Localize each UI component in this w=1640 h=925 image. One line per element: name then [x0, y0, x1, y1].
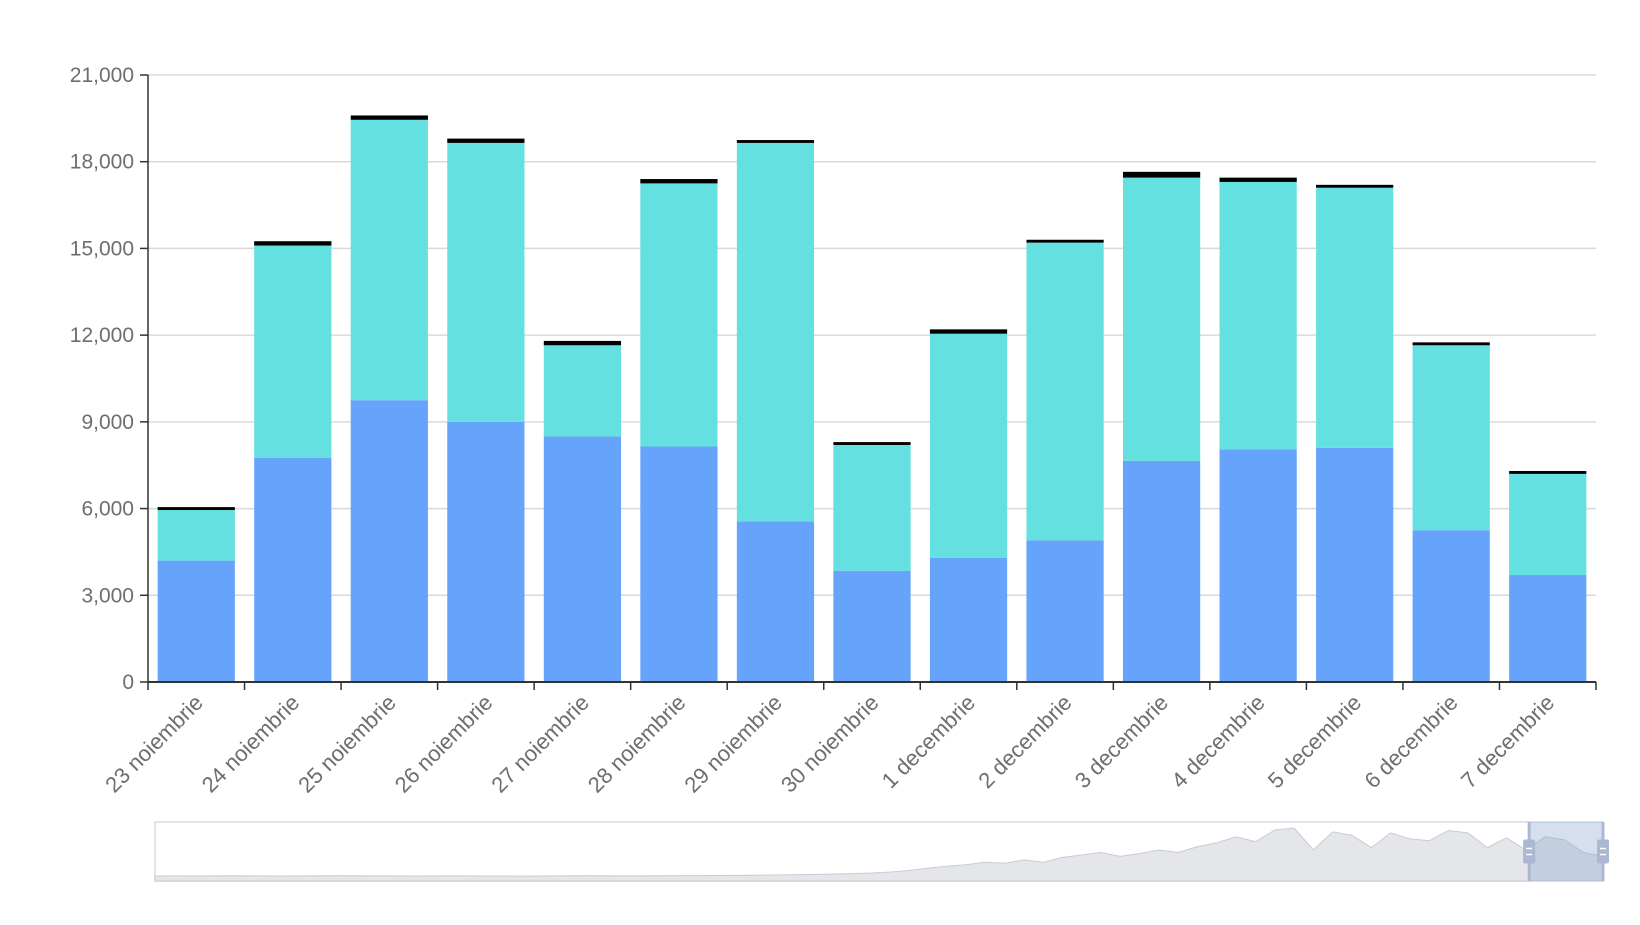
bar-segment-series-2[interactable] [929, 333, 1008, 558]
zoom-slider-overview [154, 827, 1604, 882]
bar-segment-series-3[interactable] [157, 507, 235, 511]
x-tick-label: 5 decembrie [1263, 690, 1366, 793]
x-tick-label: 1 decembrie [877, 690, 980, 793]
bar-segment-series-2[interactable] [1219, 181, 1297, 450]
bar-segment-series-2[interactable] [640, 183, 718, 447]
bar-segment-series-1[interactable] [640, 446, 718, 682]
bar-segment-series-1[interactable] [833, 570, 911, 682]
bar-segment-series-3[interactable] [833, 442, 911, 445]
bar-segment-series-3[interactable] [1219, 177, 1297, 182]
bar-segment-series-1[interactable] [1122, 460, 1201, 682]
x-tick-label: 6 decembrie [1359, 690, 1462, 793]
bar-segment-series-3[interactable] [350, 115, 428, 120]
bar-segment-series-2[interactable] [1122, 177, 1201, 461]
bar-segment-series-2[interactable] [1316, 187, 1394, 448]
bar-segment-series-1[interactable] [929, 557, 1008, 682]
x-tick-label: 29 noiembrie [679, 690, 787, 798]
y-tick-label: 0 [122, 671, 134, 694]
zoom-slider-left-handle[interactable] [1523, 839, 1536, 864]
bar-segment-series-1[interactable] [736, 521, 815, 682]
y-tick-label: 18,000 [70, 151, 134, 174]
bar-segment-series-1[interactable] [1026, 540, 1104, 682]
y-tick-label: 9,000 [81, 411, 134, 434]
bar-segment-series-1[interactable] [1219, 449, 1297, 682]
x-tick-label: 27 noiembrie [486, 690, 594, 798]
x-tick-label: 3 decembrie [1070, 690, 1173, 793]
bar-segment-series-2[interactable] [254, 245, 332, 458]
bar-segment-series-3[interactable] [1509, 470, 1587, 474]
bar-segment-series-3[interactable] [1316, 184, 1394, 188]
bar-segment-series-3[interactable] [736, 140, 815, 143]
x-tick-label: 4 decembrie [1166, 690, 1269, 793]
bar-segment-series-1[interactable] [447, 421, 525, 682]
x-tick-label: 25 noiembrie [293, 690, 401, 798]
bar-segment-series-2[interactable] [1509, 473, 1587, 576]
bar-segment-series-1[interactable] [1412, 530, 1490, 682]
bar-segment-series-3[interactable] [640, 179, 718, 184]
bar-segment-series-1[interactable] [1316, 447, 1394, 682]
bar-segment-series-2[interactable] [157, 510, 235, 561]
bar-segment-series-2[interactable] [543, 345, 622, 437]
bar-segment-series-2[interactable] [833, 444, 911, 571]
bar-segment-series-1[interactable] [543, 436, 622, 682]
x-tick-label: 28 noiembrie [583, 690, 691, 798]
bar-segment-series-1[interactable] [157, 560, 235, 682]
zoom-slider[interactable] [154, 821, 1609, 882]
x-tick-label: 24 noiembrie [197, 690, 305, 798]
y-tick-label: 21,000 [70, 64, 134, 87]
bar-segment-series-2[interactable] [350, 119, 428, 401]
bar-segment-series-3[interactable] [447, 138, 525, 143]
bar-segment-series-3[interactable] [254, 241, 332, 246]
x-tick-label: 23 noiembrie [100, 690, 208, 798]
y-tick-label: 12,000 [70, 324, 134, 347]
x-tick-label: 26 noiembrie [390, 690, 498, 798]
bar-segment-series-3[interactable] [1122, 171, 1201, 178]
bar-segment-series-3[interactable] [543, 340, 622, 346]
bar-segment-series-2[interactable] [447, 142, 525, 422]
bar-segment-series-1[interactable] [1509, 575, 1587, 682]
zoom-slider-selection[interactable] [1529, 822, 1603, 881]
bar-segment-series-1[interactable] [350, 400, 428, 682]
bar-segment-series-3[interactable] [1026, 239, 1104, 243]
x-tick-label: 7 decembrie [1456, 690, 1559, 793]
bars [157, 115, 1587, 682]
bar-segment-series-2[interactable] [1026, 242, 1104, 541]
zoom-slider-right-handle[interactable] [1597, 839, 1609, 864]
bar-segment-series-3[interactable] [929, 329, 1008, 334]
x-tick-label: 2 decembrie [973, 690, 1076, 793]
y-tick-label: 3,000 [81, 584, 134, 607]
x-tick-label: 30 noiembrie [776, 690, 884, 798]
bar-segment-series-3[interactable] [1412, 342, 1490, 346]
y-tick-label: 6,000 [81, 498, 134, 521]
bar-segment-series-1[interactable] [254, 457, 332, 682]
bar-segment-series-2[interactable] [1412, 345, 1490, 531]
bar-segment-series-2[interactable] [736, 142, 815, 522]
y-tick-label: 15,000 [70, 237, 134, 260]
